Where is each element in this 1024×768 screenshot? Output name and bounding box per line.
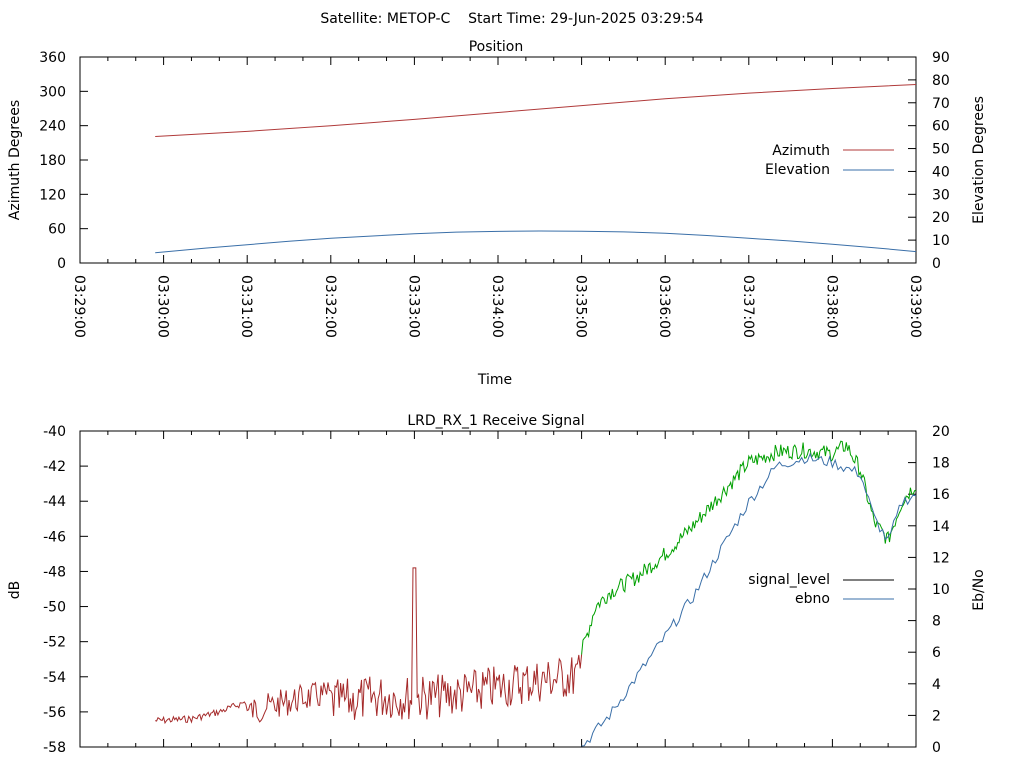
x-tick-label: 03:39:00 bbox=[907, 275, 923, 338]
y2-tick-label: 10 bbox=[932, 582, 950, 598]
signal-x-axis bbox=[79, 431, 917, 747]
y-tick-label: -40 bbox=[43, 424, 66, 440]
signal-right-axis: 0 2 4 6 8 10 12 14 16 18 20 bbox=[908, 424, 950, 756]
x-tick-label: 03:32:00 bbox=[322, 275, 338, 338]
y-tick-label: -56 bbox=[43, 705, 66, 721]
position-y2label: Elevation Degrees bbox=[971, 96, 987, 224]
y-tick-label: -42 bbox=[43, 459, 66, 475]
y-tick-label: -48 bbox=[43, 564, 66, 580]
signal-chart-title: LRD_RX_1 Receive Signal bbox=[407, 413, 584, 429]
series-line-signal-level-low bbox=[155, 567, 583, 725]
y2-tick-label: 20 bbox=[932, 210, 950, 226]
y-tick-label: 300 bbox=[39, 84, 66, 100]
y-tick-label: -54 bbox=[43, 670, 66, 686]
position-ylabel: Azimuth Degrees bbox=[7, 100, 23, 220]
x-tick-label: 03:37:00 bbox=[740, 275, 756, 338]
y-tick-label: -46 bbox=[43, 529, 66, 545]
legend-label-signal-level: signal_level bbox=[748, 572, 830, 588]
y-tick-label: -44 bbox=[43, 494, 66, 510]
y-tick-label: 240 bbox=[39, 119, 66, 135]
y2-tick-label: 40 bbox=[932, 164, 950, 180]
y2-tick-label: 0 bbox=[932, 256, 941, 272]
legend-label-azimuth: Azimuth bbox=[772, 143, 830, 159]
x-tick-label: 03:34:00 bbox=[489, 275, 505, 338]
y2-tick-label: 90 bbox=[932, 50, 950, 66]
position-chart-title: Position bbox=[469, 39, 524, 55]
y-tick-label: -58 bbox=[43, 740, 66, 756]
y2-tick-label: 18 bbox=[932, 456, 950, 472]
y2-tick-label: 10 bbox=[932, 233, 950, 249]
y2-tick-label: 20 bbox=[932, 424, 950, 440]
y-tick-label: 360 bbox=[39, 50, 66, 66]
series-line-signal-level-high bbox=[581, 440, 917, 655]
signal-series bbox=[155, 440, 917, 747]
y2-tick-label: 16 bbox=[932, 487, 950, 503]
x-tick-label: 03:30:00 bbox=[155, 275, 171, 338]
position-plot-frame bbox=[79, 56, 917, 264]
y2-tick-label: 80 bbox=[932, 73, 950, 89]
x-tick-label: 03:38:00 bbox=[823, 275, 839, 338]
signal-plot-frame bbox=[79, 430, 917, 748]
y2-tick-label: 30 bbox=[932, 187, 950, 203]
x-tick-label: 03:33:00 bbox=[405, 275, 421, 338]
y-tick-label: 180 bbox=[39, 153, 66, 169]
y2-tick-label: 14 bbox=[932, 519, 950, 535]
y2-tick-label: 6 bbox=[932, 645, 941, 661]
y2-tick-label: 4 bbox=[932, 677, 941, 693]
signal-chart: LRD_RX_1 Receive Signal -58-56-54-52-50-… bbox=[7, 413, 987, 756]
x-tick-label: 03:36:00 bbox=[656, 275, 672, 338]
position-chart: Position 0 60 120 180 240 300 360 0 10 20 30 40 50 6… bbox=[7, 39, 987, 388]
y2-tick-label: 70 bbox=[932, 96, 950, 112]
y2-tick-label: 50 bbox=[932, 142, 950, 158]
y-tick-label: 120 bbox=[39, 187, 66, 203]
header-title: Satellite: METOP-C Start Time: 29-Jun-20… bbox=[320, 11, 703, 27]
series-line-elevation bbox=[155, 230, 917, 254]
position-x-axis: 03:29:00 03:30:00 03:31:00 03:32:00 03:33:00… bbox=[71, 57, 923, 338]
y2-tick-label: 12 bbox=[932, 550, 950, 566]
legend-label-ebno: ebno bbox=[795, 591, 830, 607]
y-tick-label: 60 bbox=[48, 222, 66, 238]
x-tick-label: 03:35:00 bbox=[573, 275, 589, 338]
y2-tick-label: 60 bbox=[932, 119, 950, 135]
signal-ylabel: dB bbox=[7, 581, 23, 600]
position-xlabel: Time bbox=[477, 372, 512, 388]
position-right-axis: 0 10 20 30 40 50 60 70 80 90 bbox=[908, 50, 950, 272]
x-tick-label: 03:29:00 bbox=[71, 275, 87, 338]
position-left-axis: 0 60 120 180 240 300 360 bbox=[39, 50, 88, 272]
y-tick-label: -52 bbox=[43, 635, 66, 651]
y2-tick-label: 0 bbox=[932, 740, 941, 756]
series-line-ebno bbox=[581, 452, 917, 747]
y-tick-label: 0 bbox=[57, 256, 66, 272]
series-line-azimuth bbox=[155, 84, 917, 137]
y2-tick-label: 8 bbox=[932, 614, 941, 630]
signal-left-axis: -58 -56 -54 -52 -50 -48 -46 -44 -42 -40 bbox=[43, 424, 88, 756]
position-series bbox=[155, 84, 917, 254]
y2-tick-label: 2 bbox=[932, 708, 941, 724]
signal-y2label: Eb/No bbox=[971, 569, 987, 611]
x-tick-label: 03:31:00 bbox=[238, 275, 254, 338]
y-tick-label: -50 bbox=[43, 600, 66, 616]
legend-label-elevation: Elevation bbox=[765, 162, 830, 178]
